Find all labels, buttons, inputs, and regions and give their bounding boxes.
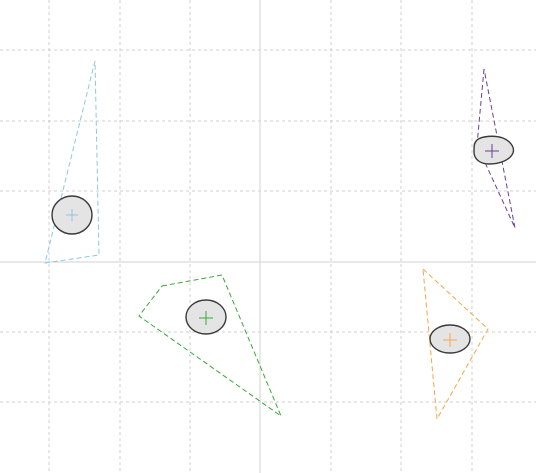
blob-purple <box>474 136 513 164</box>
